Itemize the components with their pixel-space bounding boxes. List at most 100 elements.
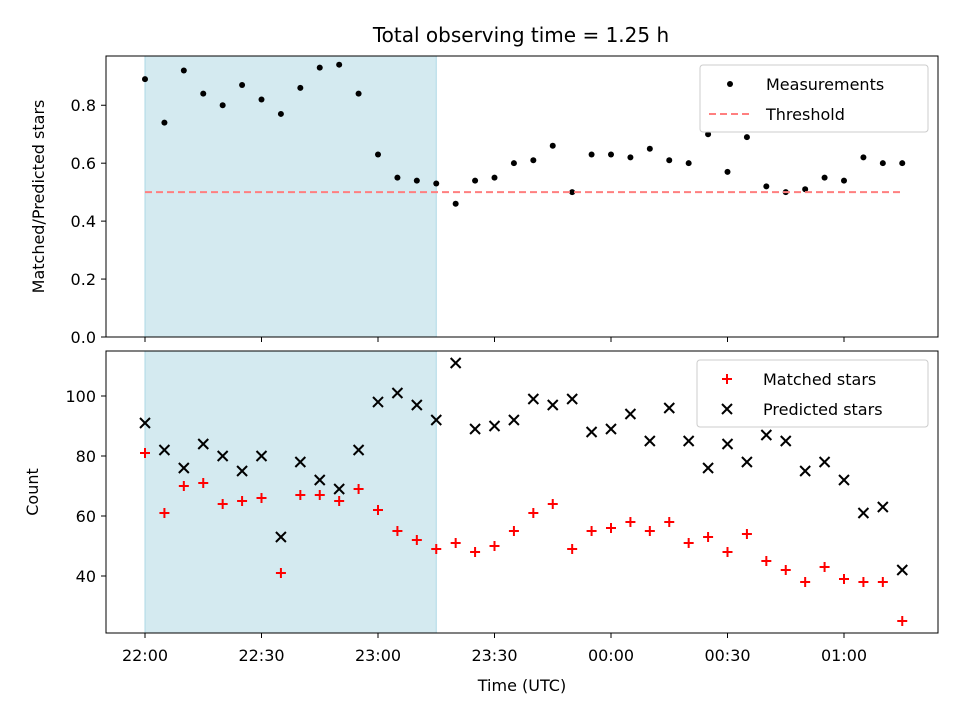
predicted-star-point: [411, 399, 423, 411]
predicted-star-point: [469, 423, 481, 435]
measurement-point: [666, 157, 673, 164]
measurement-point: [219, 102, 226, 109]
predicted-star-point: [216, 450, 229, 462]
measurement-point: [491, 174, 498, 181]
axes-frame: [105, 350, 939, 634]
measurement-point: [375, 151, 381, 158]
measurement-point: [802, 186, 809, 193]
legend-matched-swatch: [722, 374, 732, 384]
highlight-span: [144, 350, 437, 634]
legend-predicted-swatch: [721, 403, 733, 415]
predicted-star-point: [391, 387, 404, 399]
measurement-point: [860, 154, 867, 161]
matched-star-point: [877, 577, 888, 587]
y-tick-label: 0.0: [71, 328, 96, 347]
predicted-star-point: [275, 531, 287, 543]
measurement-point: [200, 90, 207, 97]
measurement-point: [821, 174, 828, 181]
y-tick-label: 60: [76, 507, 96, 526]
x-tick-label: 23:30: [471, 646, 517, 665]
matched-star-point: [586, 526, 597, 536]
predicted-star-point: [178, 462, 190, 474]
legend-label: Measurements: [766, 75, 884, 94]
measurement-point: [627, 154, 634, 161]
matched-star-point: [314, 490, 325, 500]
predicted-star-point: [741, 456, 753, 468]
measurement-point: [258, 96, 265, 103]
predicted-star-point: [857, 507, 870, 519]
legend-label: Predicted stars: [763, 400, 883, 419]
measurement-point: [646, 145, 653, 152]
matched-star-point: [275, 568, 286, 578]
measurement-point: [472, 177, 479, 184]
measurement-point: [316, 64, 323, 71]
matched-star-point: [547, 499, 558, 509]
measurement-point: [433, 180, 440, 187]
y-axis-label: Count: [23, 468, 42, 516]
matched-star-point: [606, 523, 616, 533]
matched-star-point: [373, 505, 383, 515]
x-tick-label: 01:00: [821, 646, 867, 665]
x-tick-label: 00:00: [588, 646, 634, 665]
y-tick-label: 0.4: [71, 212, 96, 231]
predicted-star-point: [566, 393, 578, 405]
measurement-point: [899, 160, 906, 167]
top-panel: 0.0 0.2 0.4 0.6 0.8 Matched/Predicted stars Me…: [29, 55, 939, 347]
predicted-star-point: [877, 501, 889, 513]
predicted-star-point: [158, 444, 171, 456]
measurement-point: [336, 61, 343, 68]
predicted-star-point: [760, 429, 773, 441]
measurement-point: [530, 157, 537, 164]
y-tick-label: 0.2: [71, 270, 96, 289]
measurement-point: [763, 183, 770, 190]
predicted-star-point: [236, 465, 248, 477]
y-axis-label: Matched/Predicted stars: [29, 100, 48, 294]
predicted-star-point: [624, 408, 637, 420]
predicted-star-point: [449, 357, 462, 369]
predicted-star-point: [352, 444, 365, 456]
predicted-star-point: [197, 438, 209, 450]
y-tick-label: 80: [76, 447, 96, 466]
measurement-point: [724, 168, 731, 175]
matched-star-point: [722, 547, 733, 557]
predicted-star-point: [644, 435, 656, 447]
x-tick-label: 00:30: [704, 646, 750, 665]
matched-star-point: [508, 526, 519, 536]
matched-star-point: [392, 526, 403, 536]
predicted-star-point: [372, 396, 384, 408]
y-tick-label: 40: [76, 567, 96, 586]
predicted-star-point: [430, 414, 442, 426]
predicted-star-point: [139, 417, 151, 429]
chart-title: Total observing time = 1.25 h: [372, 23, 669, 47]
matched-star-point: [470, 547, 481, 557]
predicted-star-point: [896, 564, 908, 576]
matched-star-point: [664, 517, 675, 527]
legend-label: Matched stars: [763, 370, 876, 389]
measurement-point: [452, 200, 459, 207]
legend: [699, 64, 929, 133]
matched-star-point: [295, 490, 306, 500]
measurement-point: [180, 67, 187, 74]
predicted-star-point: [721, 438, 734, 450]
matched-star-point: [178, 481, 189, 491]
measurement-point: [161, 119, 168, 126]
predicted-star-point: [663, 402, 675, 414]
matched-star-point: [800, 577, 811, 587]
measurement-point: [394, 174, 401, 181]
predicted-star-point: [818, 456, 831, 468]
matched-star-point: [431, 544, 442, 554]
matched-star-point: [353, 484, 364, 494]
matched-star-point: [703, 532, 714, 542]
matched-star-point: [780, 565, 791, 575]
predicted-star-point: [682, 435, 695, 447]
measurement-point: [510, 160, 517, 167]
predicted-star-point: [838, 474, 850, 486]
matched-star-point: [741, 529, 752, 539]
matched-star-point: [819, 562, 830, 572]
predicted-star-point: [605, 423, 617, 435]
bottom-panel: 40 60 80 100 22:00 22:30 23:00 23:30 00:00 00:30 0…: [23, 350, 939, 695]
highlight-span: [144, 55, 437, 338]
matched-star-point: [897, 616, 908, 626]
y-tick-label: 0.8: [71, 96, 96, 115]
matched-star-point: [334, 496, 345, 506]
